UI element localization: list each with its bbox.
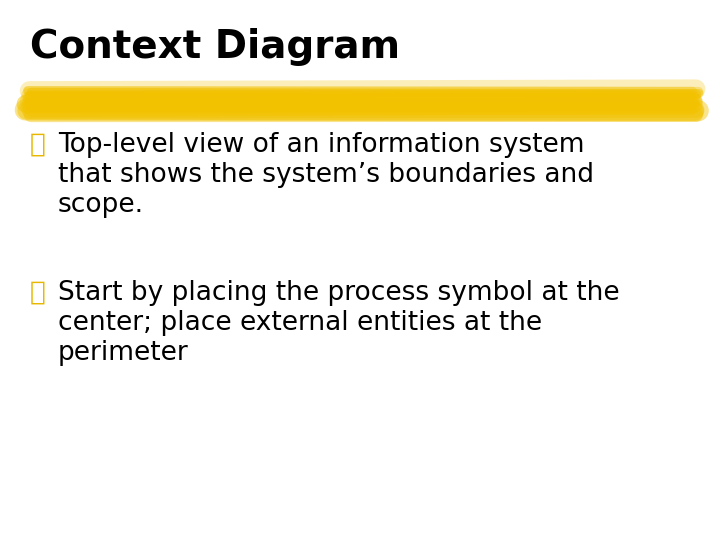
Text: Context Diagram: Context Diagram	[30, 28, 400, 66]
Text: ⎈: ⎈	[30, 280, 46, 306]
Text: Start by placing the process symbol at the: Start by placing the process symbol at t…	[58, 280, 620, 306]
Text: center; place external entities at the: center; place external entities at the	[58, 310, 542, 336]
Text: scope.: scope.	[58, 192, 144, 218]
Text: ⎈: ⎈	[30, 132, 46, 158]
Text: Top-level view of an information system: Top-level view of an information system	[58, 132, 585, 158]
Text: perimeter: perimeter	[58, 340, 189, 366]
Text: that shows the system’s boundaries and: that shows the system’s boundaries and	[58, 162, 594, 188]
